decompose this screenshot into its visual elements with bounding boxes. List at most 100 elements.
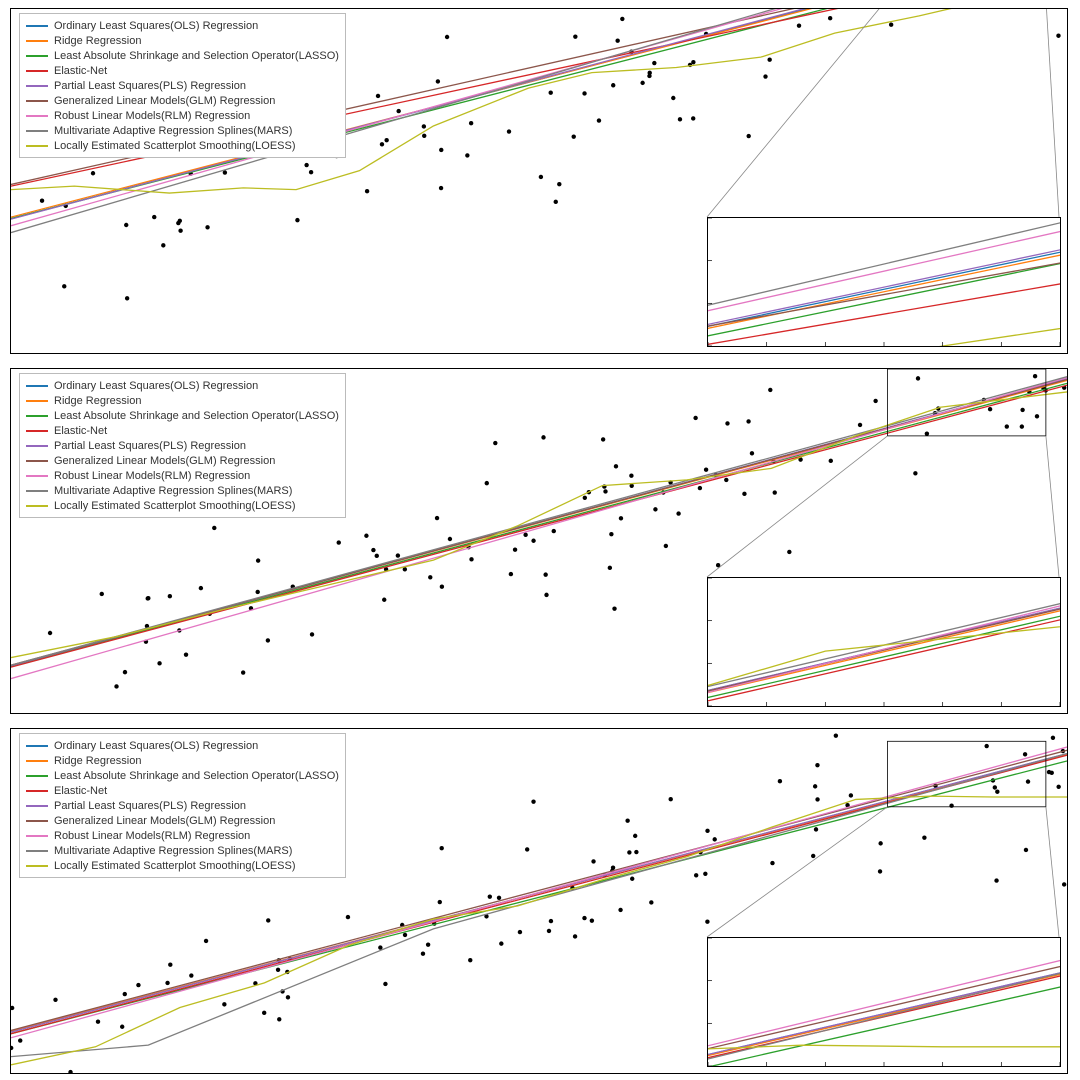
scatter-point [497, 896, 501, 900]
scatter-point [543, 572, 547, 576]
scatter-point [123, 992, 127, 996]
legend-swatch [26, 850, 48, 852]
legend-label: Partial Least Squares(PLS) Regression [54, 80, 246, 92]
series-lasso [708, 976, 1060, 1066]
legend-entry-loess: Locally Estimated Scatterplot Smoothing(… [26, 498, 339, 513]
figure-root: Ordinary Least Squares(OLS) Regression Ri… [0, 0, 1080, 1080]
scatter-point [161, 243, 165, 247]
scatter-point [552, 529, 556, 533]
legend-label: Elastic-Net [54, 65, 107, 77]
scatter-point [168, 594, 172, 598]
scatter-point [649, 900, 653, 904]
scatter-point [1050, 771, 1054, 775]
legend-swatch [26, 40, 48, 42]
legend-label: Partial Least Squares(PLS) Regression [54, 800, 246, 812]
scatter-point [813, 784, 817, 788]
scatter-point [1023, 752, 1027, 756]
scatter-point [539, 175, 543, 179]
legend-swatch [26, 85, 48, 87]
inset-axes [707, 577, 1061, 707]
scatter-point [640, 81, 644, 85]
legend-swatch [26, 385, 48, 387]
scatter-point [811, 854, 815, 858]
scatter-point [422, 124, 426, 128]
series-enet [708, 276, 1060, 346]
scatter-point [767, 57, 771, 61]
scatter-point [582, 916, 586, 920]
legend-label: Least Absolute Shrinkage and Selection O… [54, 410, 339, 422]
scatter-point [925, 431, 929, 435]
legend-label: Elastic-Net [54, 425, 107, 437]
scatter-point [693, 416, 697, 420]
legend-swatch [26, 775, 48, 777]
legend-label: Ridge Regression [54, 395, 141, 407]
scatter-point [703, 872, 707, 876]
series-glm [708, 956, 1060, 1066]
scatter-point [1020, 424, 1024, 428]
scatter-point [428, 575, 432, 579]
scatter-point [611, 83, 615, 87]
panel-p3: Ordinary Least Squares(OLS) RegressionRi… [10, 728, 1068, 1074]
inset-connector [1046, 436, 1059, 577]
scatter-point [62, 284, 66, 288]
scatter-point [834, 733, 838, 737]
scatter-point [120, 1025, 124, 1029]
scatter-point [488, 894, 492, 898]
scatter-point [68, 1070, 72, 1073]
scatter-point [438, 900, 442, 904]
scatter-point [266, 918, 270, 922]
scatter-point [995, 790, 999, 794]
scatter-point [678, 117, 682, 121]
scatter-point [445, 35, 449, 39]
scatter-point [178, 229, 182, 233]
legend-label: Elastic-Net [54, 785, 107, 797]
scatter-point [608, 566, 612, 570]
legend: Ordinary Least Squares(OLS) RegressionRi… [19, 733, 346, 878]
legend-label: Robust Linear Models(RLM) Regression [54, 830, 250, 842]
legend-label: Ridge Regression [54, 755, 141, 767]
scatter-point [403, 933, 407, 937]
scatter-point [597, 118, 601, 122]
legend-entry-loess: Locally Estimated Scatterplot Smoothing(… [26, 858, 339, 873]
scatter-point [676, 511, 680, 515]
series-lasso [708, 254, 1060, 346]
legend-label: Ordinary Least Squares(OLS) Regression [54, 380, 258, 392]
legend-label: Ridge Regression [54, 35, 141, 47]
inset-connector [707, 9, 887, 217]
scatter-point [778, 779, 782, 783]
scatter-point [100, 592, 104, 596]
legend-swatch [26, 490, 48, 492]
legend-label: Generalized Linear Models(GLM) Regressio… [54, 95, 275, 107]
scatter-point [828, 16, 832, 20]
scatter-point [146, 596, 150, 600]
scatter-point [916, 376, 920, 380]
scatter-point [531, 799, 535, 803]
scatter-point [629, 474, 633, 478]
scatter-point [11, 1046, 13, 1050]
legend-entry-loess: Locally Estimated Scatterplot Smoothing(… [26, 138, 339, 153]
legend-entry-lasso: Least Absolute Shrinkage and Selection O… [26, 48, 339, 63]
scatter-point [797, 23, 801, 27]
scatter-point [770, 861, 774, 865]
scatter-point [165, 981, 169, 985]
scatter-point [591, 859, 595, 863]
scatter-point [346, 915, 350, 919]
legend-swatch [26, 115, 48, 117]
scatter-point [750, 451, 754, 455]
scatter-point [371, 548, 375, 552]
scatter-point [48, 631, 52, 635]
scatter-point [773, 490, 777, 494]
scatter-point [440, 846, 444, 850]
scatter-point [615, 38, 619, 42]
legend-swatch [26, 835, 48, 837]
scatter-point [513, 548, 517, 552]
scatter-point [1056, 34, 1060, 38]
scatter-point [746, 419, 750, 423]
scatter-point [691, 116, 695, 120]
scatter-point [531, 539, 535, 543]
scatter-point [382, 598, 386, 602]
scatter-point [204, 939, 208, 943]
scatter-point [469, 557, 473, 561]
legend-label: Generalized Linear Models(GLM) Regressio… [54, 815, 275, 827]
scatter-point [468, 958, 472, 962]
